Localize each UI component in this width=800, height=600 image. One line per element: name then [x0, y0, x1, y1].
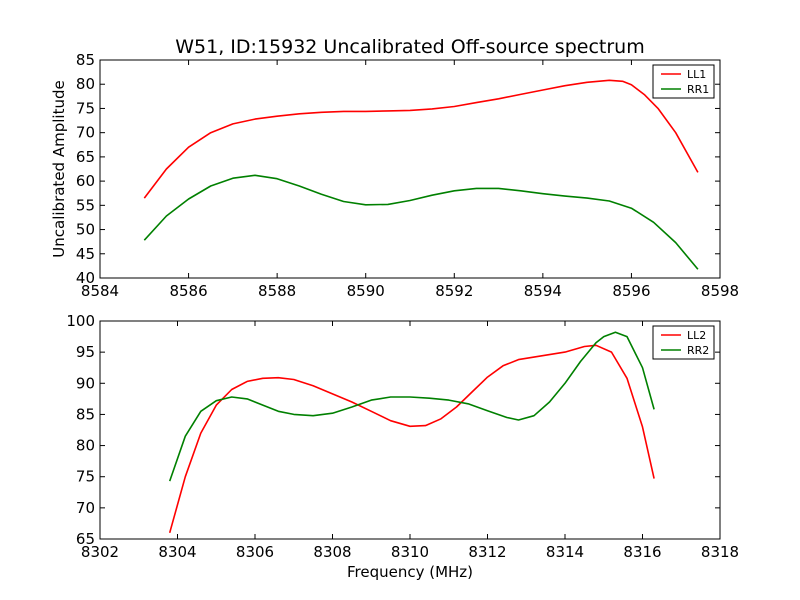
x-tick-label: 8584 [81, 282, 119, 300]
x-tick-label: 8588 [258, 282, 296, 300]
x-tick-label: 8594 [524, 282, 562, 300]
plot-frame [99, 59, 721, 279]
y-tick-label: 40 [76, 269, 95, 287]
legend: LL1 RR1 [652, 64, 715, 99]
x-tick-label: 8314 [546, 543, 584, 561]
y-tick-label: 45 [76, 245, 95, 263]
y-tick-label: 85 [76, 405, 95, 423]
series-line-rr1 [143, 174, 699, 270]
series-line-ll2 [168, 344, 655, 534]
x-tick-label: 8312 [468, 543, 506, 561]
y-tick-label: 75 [76, 99, 95, 117]
x-tick-label: 8308 [313, 543, 351, 561]
y-tick-label: 70 [76, 499, 95, 517]
y-tick-label: 70 [76, 124, 95, 142]
x-tick-label: 8318 [701, 543, 739, 561]
y-tick-label: 60 [76, 172, 95, 190]
x-tick-label: 8316 [623, 543, 661, 561]
legend-label-ll2: LL2 [687, 329, 706, 342]
x-tick-label: 8592 [435, 282, 473, 300]
tick-layer: 8584 8586 8588 8590 8592 8594 8596 8598 40 45 50 55… [76, 51, 739, 300]
y-tick-label: 75 [76, 468, 95, 486]
x-tick-label: 8304 [158, 543, 196, 561]
legend-label-rr2: RR2 [687, 344, 709, 357]
x-tick-label: 8590 [347, 282, 385, 300]
series-line-rr2 [168, 331, 655, 482]
series-line-ll1 [143, 79, 699, 199]
y-tick-label: 55 [76, 196, 95, 214]
tick-layer: 8302 8304 8306 8308 8310 8312 8314 8316 8318 65 70… [66, 312, 739, 561]
x-tick-label: 8598 [701, 282, 739, 300]
legend: LL2 RR2 [652, 325, 715, 360]
y-tick-label: 80 [76, 75, 95, 93]
chart-title: W51, ID:15932 Uncalibrated Off-source sp… [175, 36, 644, 58]
x-tick-label: 8586 [169, 282, 207, 300]
x-tick-label: 8302 [81, 543, 119, 561]
y-tick-label: 100 [66, 312, 95, 330]
y-tick-label: 95 [76, 343, 95, 361]
y-tick-label: 85 [76, 51, 95, 69]
y-tick-label: 65 [76, 530, 95, 548]
x-tick-label: 8310 [391, 543, 429, 561]
x-axis-label: Frequency (MHz) [347, 563, 473, 581]
series-layer [143, 79, 699, 270]
legend-frame [652, 325, 715, 360]
top-chart: W51, ID:15932 Uncalibrated Off-source sp… [50, 36, 739, 300]
y-axis-label: Uncalibrated Amplitude [50, 80, 68, 257]
legend-label-rr1: RR1 [687, 83, 709, 96]
y-tick-label: 50 [76, 221, 95, 239]
bottom-chart: Frequency (MHz) 8302 8304 8306 8308 8310 8312… [66, 312, 739, 581]
y-tick-label: 90 [76, 374, 95, 392]
y-tick-label: 65 [76, 148, 95, 166]
x-tick-label: 8596 [612, 282, 650, 300]
y-tick-label: 80 [76, 437, 95, 455]
legend-frame [652, 64, 715, 99]
series-layer [168, 331, 655, 534]
x-tick-label: 8306 [236, 543, 274, 561]
legend-label-ll1: LL1 [687, 68, 706, 81]
